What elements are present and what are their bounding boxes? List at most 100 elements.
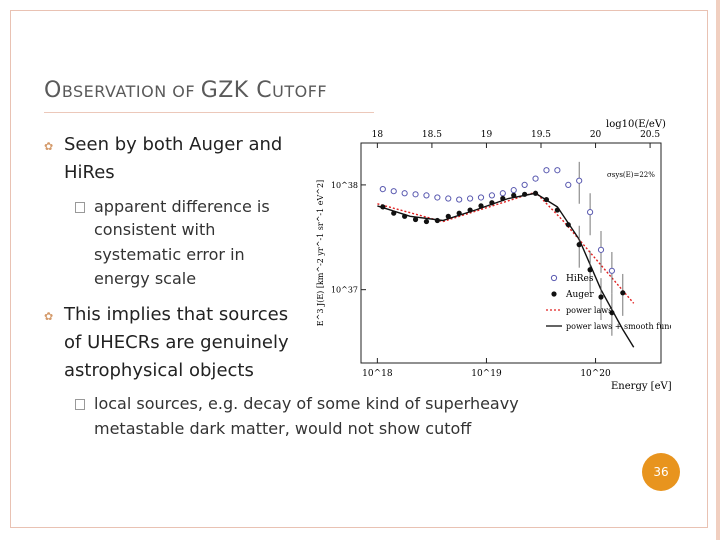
- bullet-icon: ✿: [44, 140, 54, 153]
- top-tick-label: 19.5: [531, 130, 551, 140]
- left-axis: 10^38 10^37: [331, 181, 366, 295]
- auger-point: [380, 204, 386, 210]
- legend-label: HiRes: [566, 274, 594, 284]
- title-word-observation: BSERVATION: [61, 82, 167, 101]
- chart-background: [311, 115, 671, 393]
- legend-marker: [550, 274, 558, 282]
- auger-point: [412, 216, 419, 223]
- bottom-axis: 10^18 10^19 10^20: [362, 358, 611, 379]
- energy-spectrum-chart: 18 18.5 19 19.5 20 20.5 10^18 10^19 10^20 10^38…: [311, 115, 671, 393]
- auger-point: [598, 294, 604, 300]
- legend-label: Auger: [565, 290, 594, 300]
- page-number-badge: 36: [642, 453, 680, 491]
- hires-point: [466, 195, 474, 202]
- bullet-2-line-3: astrophysical objects: [64, 360, 254, 381]
- slide-title: OBSERVATION OF GZK CUTOFF: [44, 78, 327, 103]
- hires-point: [565, 181, 572, 189]
- left-tick-label: 10^38: [331, 181, 358, 190]
- bottom-tick-label: 10^19: [471, 369, 502, 379]
- title-underline: [44, 112, 374, 113]
- top-axis: 18 18.5 19 19.5 20 20.5: [372, 130, 660, 148]
- hires-point: [532, 175, 539, 182]
- hires-point: [597, 246, 605, 253]
- hires-point: [379, 185, 386, 193]
- slide-edge-accent: [716, 0, 720, 540]
- hires-point: [390, 188, 397, 195]
- auger-point: [620, 290, 626, 296]
- auger-point: [565, 222, 571, 228]
- top-tick-label: 18: [372, 130, 384, 140]
- top-tick-label: 20: [590, 130, 602, 140]
- auger-point: [391, 210, 397, 216]
- bullet-1-line-1: Seen by both Auger and: [64, 134, 283, 155]
- bottom-tick-label: 10^20: [580, 369, 611, 379]
- auger-point: [609, 310, 615, 316]
- sub-bullet-icon: [75, 202, 85, 213]
- bullet-2-line-2: of UHECRs are genuinely: [64, 332, 289, 353]
- x-axis-label: Energy [eV]: [611, 381, 671, 392]
- auger-point: [489, 200, 495, 206]
- hires-point: [401, 190, 408, 197]
- hires-point: [456, 196, 463, 203]
- auger-point: [402, 213, 408, 219]
- hires-point: [434, 194, 441, 201]
- sub-bullet-1-line-1: apparent difference is: [94, 197, 270, 216]
- plot-frame: [360, 142, 662, 364]
- sub-bullet-1-line-4: energy scale: [94, 269, 197, 288]
- title-word-gzk: GZK: [200, 78, 257, 103]
- top-tick-label: 20.5: [640, 130, 660, 140]
- auger-point: [467, 207, 473, 213]
- auger-point: [445, 213, 451, 219]
- hires-point: [543, 167, 550, 174]
- hires-point: [608, 267, 616, 274]
- title-initial-c: C: [256, 78, 273, 103]
- auger-point: [434, 217, 440, 224]
- hires-point: [423, 192, 430, 199]
- legend-label: power laws: [566, 306, 612, 315]
- auger-point: [511, 192, 517, 198]
- hires-point: [510, 187, 517, 194]
- sub-bullet-icon: [75, 399, 85, 410]
- auger-point: [576, 242, 582, 248]
- top-axis-label: log10(E/eV): [606, 119, 666, 130]
- auger-point: [554, 207, 560, 213]
- hires-point: [412, 191, 419, 198]
- hires-point: [586, 209, 594, 216]
- bullet-1-line-2: HiRes: [64, 162, 115, 183]
- auger-point: [543, 196, 550, 203]
- title-word-of: OF: [166, 82, 201, 101]
- systematic-error-annotation: σsys(E)=22%: [607, 171, 655, 179]
- title-initial-o: O: [44, 78, 62, 103]
- hires-point: [521, 181, 528, 189]
- hires-point: [576, 177, 583, 184]
- auger-point: [522, 191, 528, 197]
- auger-point: [423, 218, 430, 225]
- top-tick-label: 19: [481, 130, 493, 140]
- hires-point: [477, 194, 485, 201]
- bullet-icon: ✿: [44, 310, 54, 323]
- sub-bullet-1-line-2: consistent with: [94, 220, 216, 239]
- bottom-tick-label: 10^18: [362, 369, 393, 379]
- chart-legend: HiRes Auger power laws power laws + smooth …: [546, 274, 671, 331]
- hires-point: [499, 190, 506, 197]
- data-points: [379, 167, 626, 316]
- auger-point: [478, 203, 484, 209]
- sub-bullet-2-line-2: metastable dark matter, would not show c…: [94, 419, 472, 438]
- auger-point: [456, 210, 462, 216]
- slide-frame: [10, 10, 708, 528]
- top-tick-label: 18.5: [422, 130, 442, 140]
- sub-bullet-2-line-1: local sources, e.g. decay of some kind o…: [94, 394, 519, 413]
- hires-point: [488, 192, 496, 199]
- legend-label: power laws + smooth function: [566, 322, 671, 331]
- auger-point: [587, 267, 593, 273]
- legend-marker: [551, 291, 557, 297]
- hires-point: [554, 167, 561, 174]
- bullet-2-line-1: This implies that sources: [64, 304, 289, 325]
- auger-point: [532, 190, 539, 196]
- auger-point: [500, 195, 506, 202]
- sub-bullet-1-line-3: systematic error in: [94, 245, 245, 264]
- y-axis-label: E^3 J(E) [km^-2 yr^-1 sr^-1 eV^2]: [316, 180, 325, 326]
- left-tick-label: 10^37: [331, 286, 358, 295]
- hires-point: [445, 195, 452, 202]
- title-word-cutoff: UTOFF: [272, 82, 328, 101]
